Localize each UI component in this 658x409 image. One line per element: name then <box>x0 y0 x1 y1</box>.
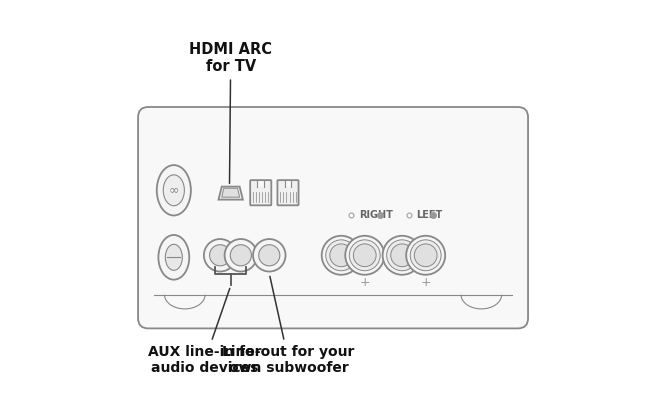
Circle shape <box>345 236 384 275</box>
Circle shape <box>410 240 441 271</box>
Circle shape <box>415 244 437 267</box>
Ellipse shape <box>165 244 182 270</box>
Text: LEFT: LEFT <box>417 210 443 220</box>
Circle shape <box>349 240 380 271</box>
Text: AUX line-in for
audio devices: AUX line-in for audio devices <box>148 288 262 375</box>
FancyBboxPatch shape <box>250 180 271 205</box>
Circle shape <box>322 236 361 275</box>
FancyBboxPatch shape <box>278 180 299 205</box>
Circle shape <box>326 240 357 271</box>
Circle shape <box>230 245 251 266</box>
Circle shape <box>387 240 418 271</box>
Bar <box>284 181 291 187</box>
Text: ∞: ∞ <box>168 183 179 196</box>
Text: +: + <box>420 276 431 290</box>
Polygon shape <box>218 187 243 200</box>
Bar <box>257 181 264 187</box>
Circle shape <box>253 239 286 272</box>
Circle shape <box>353 244 376 267</box>
Ellipse shape <box>163 175 184 206</box>
Ellipse shape <box>159 235 190 280</box>
Text: HDMI ARC
for TV: HDMI ARC for TV <box>190 42 272 184</box>
FancyBboxPatch shape <box>138 107 528 328</box>
Text: RIGHT: RIGHT <box>359 210 393 220</box>
Circle shape <box>204 239 236 272</box>
Circle shape <box>391 244 413 267</box>
Circle shape <box>224 239 257 272</box>
Polygon shape <box>222 188 240 197</box>
Circle shape <box>259 245 280 266</box>
Circle shape <box>209 245 231 266</box>
Ellipse shape <box>157 165 191 216</box>
Circle shape <box>330 244 353 267</box>
Text: Line-out for your
own subwoofer: Line-out for your own subwoofer <box>222 276 355 375</box>
Circle shape <box>382 236 422 275</box>
Circle shape <box>406 236 445 275</box>
Text: +: + <box>359 276 370 290</box>
